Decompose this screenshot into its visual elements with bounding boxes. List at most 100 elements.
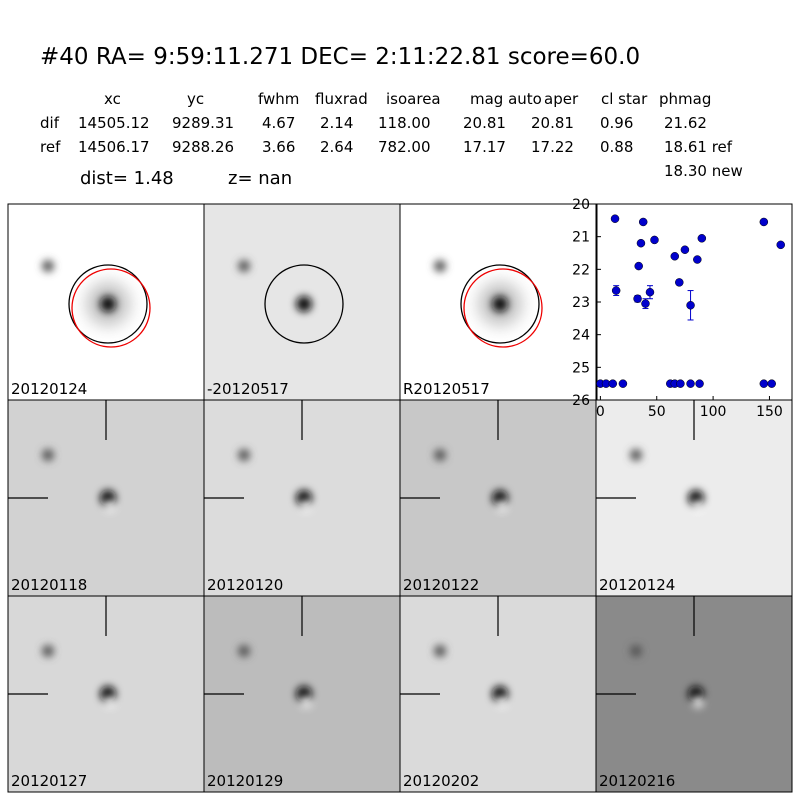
column-header: cl star	[601, 90, 648, 108]
table-cell: 20.81	[531, 114, 574, 132]
table-cell: 9288.26	[172, 138, 234, 156]
x-tick-label: 100	[700, 404, 727, 420]
target-source	[100, 296, 116, 312]
residual-bright	[692, 696, 704, 708]
neighbor-source	[434, 260, 446, 272]
column-header: phmag	[659, 90, 711, 108]
table-cell: 782.00	[378, 138, 431, 156]
panel-label: 20120124	[11, 380, 87, 398]
data-point	[759, 379, 769, 388]
data-point	[776, 240, 785, 250]
table-cell: 0.96	[600, 114, 633, 132]
table-cell: 21.62	[664, 114, 707, 132]
table-cell: 14505.12	[78, 114, 150, 132]
aperture-ref	[463, 268, 543, 348]
data-point	[670, 252, 680, 261]
data-point	[693, 255, 702, 264]
data-point	[686, 301, 695, 310]
neighbor-source	[42, 260, 54, 272]
table-cell: 9289.31	[172, 114, 234, 132]
neighbor-source	[238, 449, 250, 461]
aperture-ref	[71, 268, 151, 348]
residual-bright	[300, 696, 312, 708]
data-point	[680, 245, 690, 254]
y-tick-label: 22	[572, 262, 590, 278]
neighbor-source	[630, 645, 642, 657]
table-cell: 118.00	[378, 114, 431, 132]
neighbor-source	[238, 260, 250, 272]
neighbor-source	[42, 449, 54, 461]
data-point	[641, 299, 650, 308]
data-point	[675, 278, 684, 287]
column-header: yc	[187, 90, 204, 108]
neighbor-source	[434, 645, 446, 657]
table-cell: 20.81	[463, 114, 506, 132]
table-cell: 0.88	[600, 138, 633, 156]
plot-area	[596, 203, 793, 401]
panel-label: 20120118	[11, 576, 87, 594]
panel-label: 20120129	[207, 772, 283, 790]
neighbor-source	[238, 645, 250, 657]
data-point	[610, 214, 620, 223]
data-point	[611, 286, 621, 295]
data-point	[608, 379, 618, 388]
data-point	[633, 294, 642, 303]
column-header: xc	[104, 90, 121, 108]
data-point	[645, 287, 655, 297]
data-point	[636, 238, 646, 248]
panel-label: 20120202	[403, 772, 479, 790]
target-source	[492, 296, 508, 312]
column-header: mag auto	[470, 90, 542, 108]
y-tick-label: 21	[572, 230, 590, 246]
table-cell: 2.64	[320, 138, 353, 156]
table-cell: 17.17	[463, 138, 506, 156]
y-tick-label: 24	[572, 328, 590, 344]
y-tick-label: 23	[572, 295, 590, 311]
neighbor-source	[42, 645, 54, 657]
target-source	[296, 296, 312, 312]
phmag-new: 18.30 new	[664, 162, 743, 180]
panel-label: R20120517	[403, 380, 490, 398]
table-cell: 2.14	[320, 114, 353, 132]
table-cell: 3.66	[262, 138, 295, 156]
data-point	[638, 217, 648, 227]
table-cell: ref	[40, 138, 61, 156]
residual-bright	[496, 500, 508, 512]
y-tick-label: 26	[572, 393, 590, 409]
panel-label: 20120127	[11, 772, 87, 790]
data-point	[759, 217, 769, 227]
column-header: fwhm	[258, 90, 299, 108]
data-point	[676, 379, 685, 388]
aperture	[264, 264, 344, 344]
redshift: z= nan	[228, 168, 292, 189]
column-header: fluxrad	[315, 90, 368, 108]
data-point	[686, 379, 695, 388]
residual-bright	[300, 500, 312, 512]
column-header: aper	[544, 90, 579, 108]
x-tick-label: 0	[596, 404, 605, 420]
dist: dist= 1.48	[80, 168, 174, 189]
residual-bright	[104, 500, 116, 512]
panel-frame	[595, 595, 793, 793]
table-cell: 18.61 ref	[664, 138, 733, 156]
data-point	[618, 379, 628, 388]
table-cell: 14506.17	[78, 138, 150, 156]
neighbor-source	[630, 449, 642, 461]
y-tick-label: 25	[572, 360, 590, 376]
panel-label: 20120124	[599, 576, 675, 594]
x-tick-label: 150	[756, 404, 783, 420]
data-point	[650, 235, 659, 245]
data-point	[695, 379, 704, 388]
data-point	[767, 379, 776, 388]
table-cell: 4.67	[262, 114, 295, 132]
title: #40 RA= 9:59:11.271 DEC= 2:11:22.81 scor…	[40, 44, 640, 70]
residual-bright	[496, 696, 508, 708]
panel-label: -20120517	[207, 380, 289, 398]
aperture	[460, 264, 540, 344]
residual-bright	[692, 500, 704, 512]
table-cell: dif	[40, 114, 60, 132]
column-header: isoarea	[386, 90, 441, 108]
panel-label: 20120216	[599, 772, 675, 790]
neighbor-source	[434, 449, 446, 461]
